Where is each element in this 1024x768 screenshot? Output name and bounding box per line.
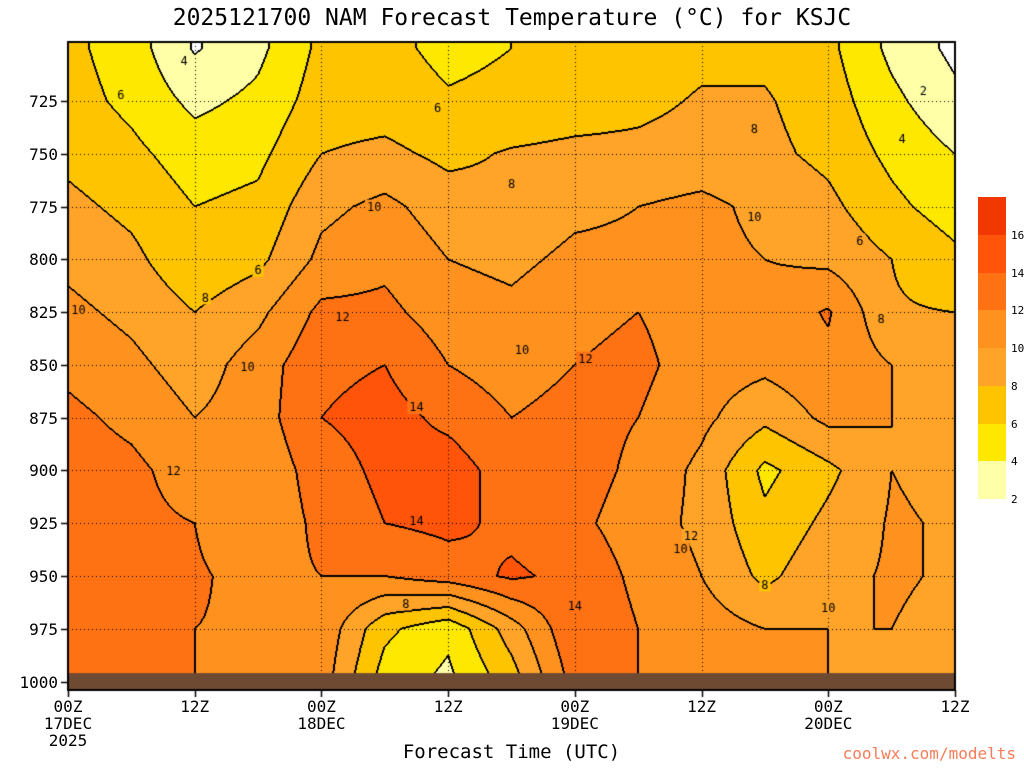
colorbar-block: [978, 423, 1006, 462]
colorbar-tick-label: 2: [1011, 493, 1018, 507]
x-axis-title: Forecast Time (UTC): [402, 741, 621, 763]
colorbar-tick-label: 10: [1011, 342, 1024, 356]
colorbar-block: [978, 348, 1006, 386]
time-tick-label: 12Z: [687, 697, 717, 716]
time-tick-label: 00Z: [306, 697, 336, 716]
date-tick-label: 20DEC: [804, 714, 853, 733]
colorbar-block: [978, 499, 1006, 537]
pressure-tick-label: 975: [29, 619, 58, 639]
time-tick-label: 12Z: [180, 697, 210, 716]
time-tick-label: 12Z: [940, 697, 970, 716]
pressure-tick-label: 775: [29, 197, 58, 217]
pressure-tick-label: 925: [29, 514, 58, 534]
colorbar-tick-label: 8: [1011, 379, 1018, 393]
colorbar-block: [978, 385, 1006, 424]
colorbar-tick-label: 4: [1011, 455, 1018, 469]
colorbar-block: [978, 272, 1006, 311]
watermark-link[interactable]: coolwx.com/modelts: [842, 744, 1016, 763]
pressure-tick-label: 1000: [19, 672, 58, 692]
colorbar-block: [978, 461, 1006, 500]
pressure-tick-label: 850: [29, 355, 58, 375]
pressure-tick-label: 800: [29, 250, 58, 270]
pressure-tick-label: 750: [29, 144, 58, 164]
time-tick-label: 00Z: [53, 697, 83, 716]
colorbar-block: [978, 310, 1006, 349]
time-tick-label: 12Z: [433, 697, 463, 716]
pressure-tick-label: 950: [29, 567, 58, 587]
colorbar-tick-label: 12: [1011, 304, 1024, 318]
pressure-tick-label: 825: [29, 303, 58, 323]
colorbar-tick-label: 16: [1011, 228, 1024, 242]
colorbar-block: [978, 234, 1006, 273]
colorbar: [978, 197, 1006, 537]
colorbar-tick-label: 14: [1011, 266, 1024, 280]
pressure-tick-label: 875: [29, 408, 58, 428]
pressure-tick-label: 725: [29, 92, 58, 112]
date-tick-label: 18DEC: [297, 714, 346, 733]
time-tick-label: 00Z: [560, 697, 590, 716]
date-tick-label: 17DEC: [43, 714, 93, 733]
pressure-tick-label: 900: [29, 461, 58, 481]
chart-title: 2025121700 NAM Forecast Temperature (°C)…: [172, 5, 852, 31]
year-tick-label: 2025: [48, 731, 88, 750]
time-tick-label: 00Z: [813, 697, 843, 716]
colorbar-block: [978, 197, 1006, 235]
colorbar-tick-label: 6: [1011, 417, 1018, 431]
date-tick-label: 19DEC: [550, 714, 599, 733]
